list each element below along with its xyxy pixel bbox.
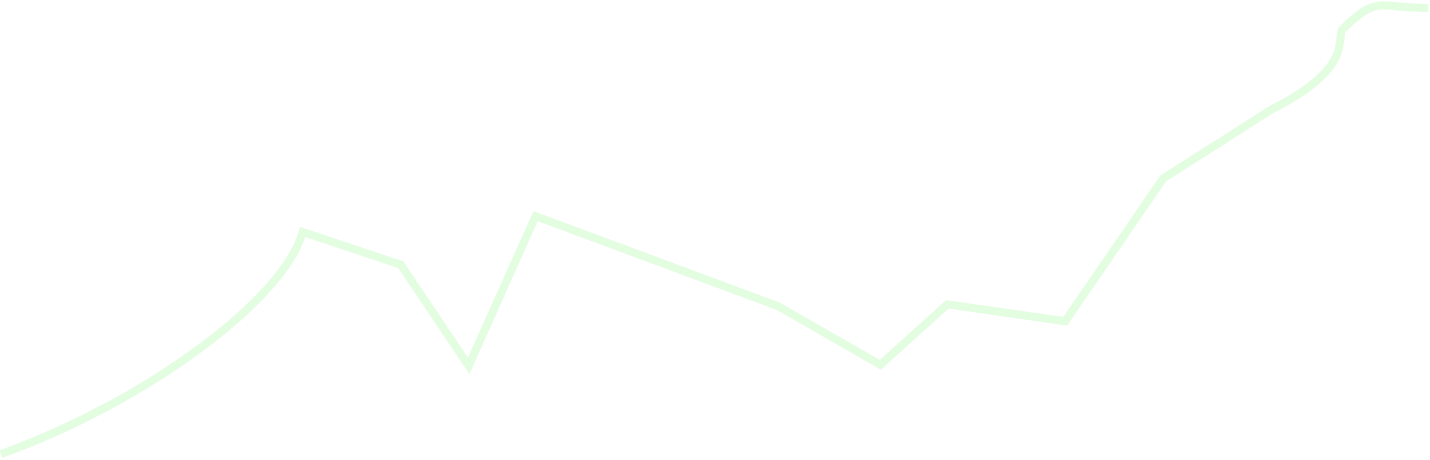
series-line [0, 1, 1429, 458]
line-chart [0, 1, 1429, 458]
chart-area [0, 1, 1429, 458]
